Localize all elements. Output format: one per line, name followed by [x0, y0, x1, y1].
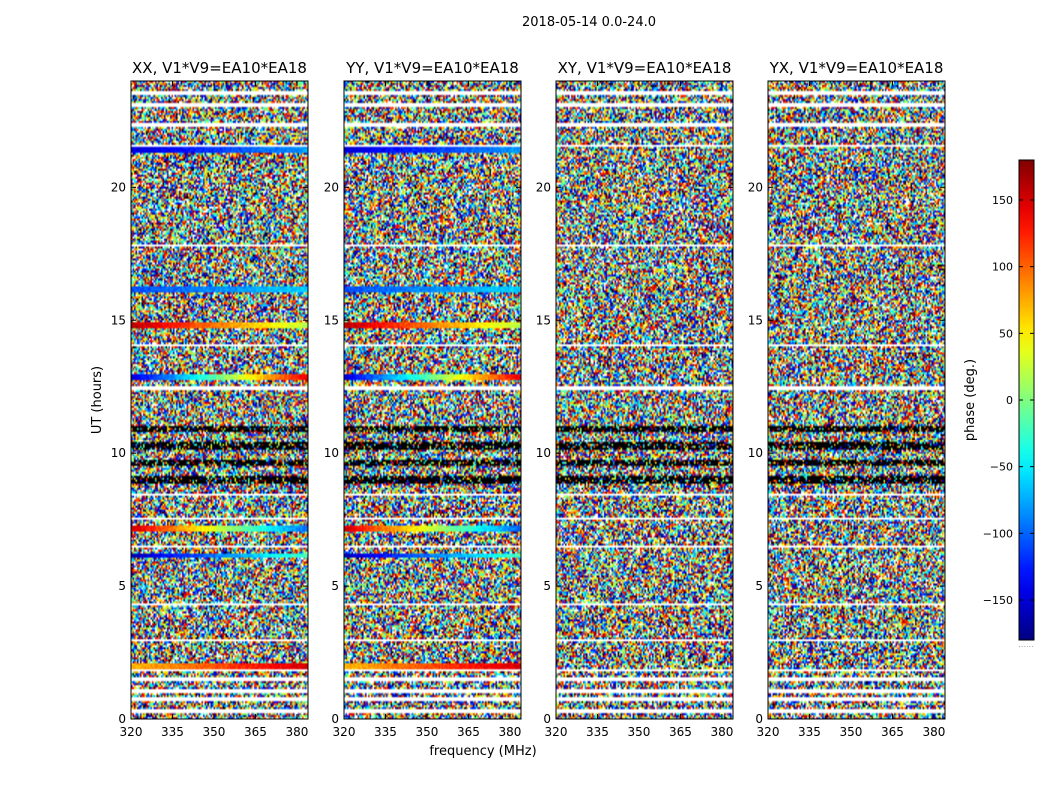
y-tick-label: 0: [118, 712, 126, 726]
waterfall-raster: [556, 81, 733, 719]
x-axis-label: frequency (MHz): [429, 744, 536, 759]
x-tick-label: 350: [203, 725, 226, 739]
panel-title: XX, V1*V9=EA10*EA18: [132, 59, 307, 77]
x-tick-label: 320: [545, 725, 568, 739]
panel-frame: [130, 80, 309, 720]
y-tick-label: 0: [543, 712, 551, 726]
x-tick-label: 380: [285, 725, 308, 739]
colorbar-tick-label: −100: [983, 527, 1013, 540]
waterfall-raster: [768, 81, 945, 719]
colorbar-label: phase (deg.): [963, 359, 978, 441]
y-tick-label: 15: [536, 313, 551, 327]
figure-suptitle: 2018-05-14 0.0-24.0: [522, 15, 656, 30]
colorbar: −150 −100 −50 0 50 100 150: [983, 159, 1035, 641]
x-tick-label: 320: [120, 725, 143, 739]
y-tick-label: 10: [536, 446, 551, 460]
x-tick-label: 380: [922, 725, 945, 739]
y-tick-label: 10: [748, 446, 763, 460]
y-tick-label: 20: [324, 180, 339, 194]
panel-yx: YX, V1*V9=EA10*EA18 320 335 350 365 380 0 5 10 15…: [748, 59, 946, 739]
panel-frame: [555, 80, 734, 720]
y-tick-label: 5: [118, 579, 126, 593]
x-tick-label: 335: [161, 725, 184, 739]
waterfall-raster: [344, 81, 521, 719]
x-tick-label: 320: [333, 725, 356, 739]
x-tick-label: 365: [457, 725, 480, 739]
y-tick-label: 20: [111, 180, 126, 194]
colorbar-footer: ......: [1018, 640, 1033, 649]
y-tick-label: 10: [324, 446, 339, 460]
panel-frame: [767, 80, 946, 720]
y-tick-label: 5: [543, 579, 551, 593]
y-tick-label: 15: [748, 313, 763, 327]
x-tick-label: 350: [628, 725, 651, 739]
panel-xy: XY, V1*V9=EA10*EA18 320 335 350 365 380 0 5 10 15…: [536, 59, 734, 739]
colorbar-tick-label: −50: [990, 461, 1013, 474]
x-tick-label: 365: [244, 725, 267, 739]
y-tick-label: 0: [331, 712, 339, 726]
x-tick-label: 365: [669, 725, 692, 739]
panel-frame: [343, 80, 522, 720]
x-tick-label: 320: [757, 725, 780, 739]
panel-xx: XX, V1*V9=EA10*EA18 320 335 350 365 380 0 5 10 15…: [111, 59, 309, 739]
y-tick-label: 15: [111, 313, 126, 327]
x-tick-label: 380: [710, 725, 733, 739]
colorbar-tick-label: −150: [983, 594, 1013, 607]
panel-yy: YY, V1*V9=EA10*EA18 320 335 350 365 380 0 5 10 15…: [324, 59, 522, 739]
y-tick-label: 5: [331, 579, 339, 593]
x-tick-label: 365: [881, 725, 904, 739]
y-tick-label: 20: [536, 180, 551, 194]
colorbar-tick-label: 0: [1006, 394, 1013, 407]
waterfall-raster: [131, 81, 308, 719]
x-tick-label: 335: [374, 725, 397, 739]
colorbar-tick-label: 150: [992, 194, 1013, 207]
y-tick-label: 20: [748, 180, 763, 194]
panel-title: YY, V1*V9=EA10*EA18: [345, 59, 519, 77]
colorbar-tick-label: 50: [999, 327, 1013, 340]
colorbar-tick-label: 100: [992, 261, 1013, 274]
y-axis-label: UT (hours): [90, 366, 105, 434]
panel-title: YX, V1*V9=EA10*EA18: [769, 59, 944, 77]
x-tick-label: 350: [840, 725, 863, 739]
y-tick-label: 15: [324, 313, 339, 327]
x-tick-label: 350: [416, 725, 439, 739]
y-tick-label: 10: [111, 446, 126, 460]
y-tick-label: 5: [755, 579, 763, 593]
x-tick-label: 380: [498, 725, 521, 739]
y-tick-label: 0: [755, 712, 763, 726]
x-tick-label: 335: [586, 725, 609, 739]
x-tick-label: 335: [798, 725, 821, 739]
panel-title: XY, V1*V9=EA10*EA18: [558, 59, 732, 77]
